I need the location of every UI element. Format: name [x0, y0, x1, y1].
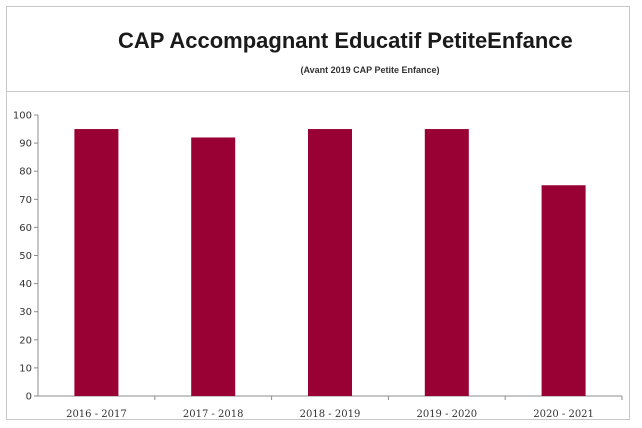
bar-2	[191, 137, 236, 397]
chart-labels: 0 10 20 30 40 50 60 70 80 90 100 2016 - 2017 2017 - …	[13, 111, 594, 421]
bar-4	[424, 129, 469, 397]
y-tick-label: 30	[19, 307, 32, 318]
y-tick-label: 100	[13, 111, 32, 122]
y-tick-label: 10	[19, 363, 32, 374]
x-category-label: 2018 - 2019	[300, 409, 361, 420]
y-tick-label: 40	[19, 279, 32, 290]
x-category-label: 2017 - 2018	[183, 409, 244, 420]
y-tick-label: 0	[26, 392, 32, 403]
chart-subtitle: (Avant 2019 CAP Petite Enfance)	[300, 65, 440, 75]
y-tick-label: 60	[19, 223, 32, 234]
y-tick-label: 90	[19, 139, 32, 150]
x-category-label: 2020 - 2021	[533, 409, 594, 420]
y-tick-label: 50	[19, 251, 32, 262]
y-tick-label: 70	[19, 195, 32, 206]
bar-5	[541, 185, 586, 396]
chart-bars	[74, 129, 586, 397]
bar-3	[308, 129, 352, 397]
y-tick-label: 80	[19, 167, 32, 178]
x-category-label: 2019 - 2020	[416, 409, 477, 420]
title-divider	[6, 91, 630, 92]
chart-title: CAP Accompagnant Educatif PetiteEnfance	[118, 28, 573, 53]
y-tick-label: 20	[19, 335, 32, 346]
bar-1	[74, 129, 119, 397]
x-category-label: 2016 - 2017	[66, 409, 127, 420]
